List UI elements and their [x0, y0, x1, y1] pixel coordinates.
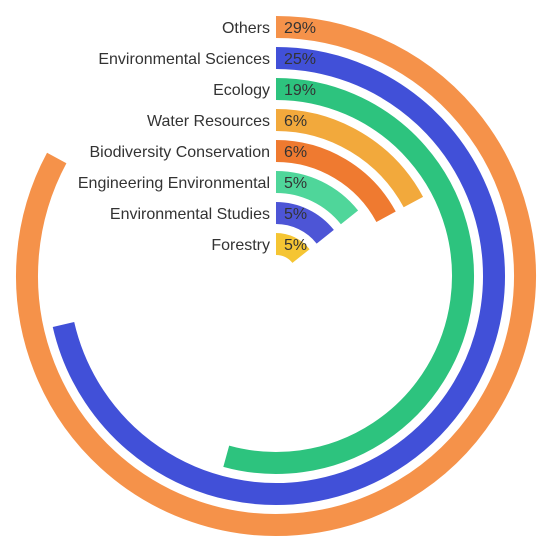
category-label-engineering-environmental: Engineering Environmental — [78, 175, 270, 192]
category-label-others: Others — [222, 20, 270, 37]
arc-bar-water-resources — [275, 109, 424, 208]
arc-bar-engineering-environmental — [275, 171, 359, 225]
value-label-ecology: 19% — [284, 82, 316, 99]
category-label-water-resources: Water Resources — [147, 113, 270, 130]
category-label-ecology: Ecology — [213, 82, 270, 99]
category-label-environmental-studies: Environmental Studies — [110, 206, 270, 223]
arc-bar-environmental-studies — [275, 202, 334, 244]
category-label-biodiversity-conservation: Biodiversity Conservation — [89, 144, 270, 161]
category-label-forestry: Forestry — [211, 237, 270, 254]
value-label-water-resources: 6% — [284, 113, 307, 130]
value-label-biodiversity-conservation: 6% — [284, 144, 307, 161]
arc-bar-others — [16, 16, 536, 536]
arc-bar-environmental-sciences — [52, 47, 505, 505]
arc-bar-biodiversity-conservation — [275, 140, 396, 223]
value-label-others: 29% — [284, 20, 316, 37]
category-labels: Others 29% Environmental Sciences 25% Ecolog… — [78, 20, 316, 254]
value-label-engineering-environmental: 5% — [284, 175, 307, 192]
value-label-environmental-studies: 5% — [284, 206, 307, 223]
value-label-environmental-sciences: 25% — [284, 51, 316, 68]
arc-bar-ecology — [223, 78, 474, 474]
arc-bars — [16, 16, 536, 536]
arc-bar-forestry — [275, 233, 310, 264]
value-label-forestry: 5% — [284, 237, 307, 254]
category-label-environmental-sciences: Environmental Sciences — [98, 51, 270, 68]
